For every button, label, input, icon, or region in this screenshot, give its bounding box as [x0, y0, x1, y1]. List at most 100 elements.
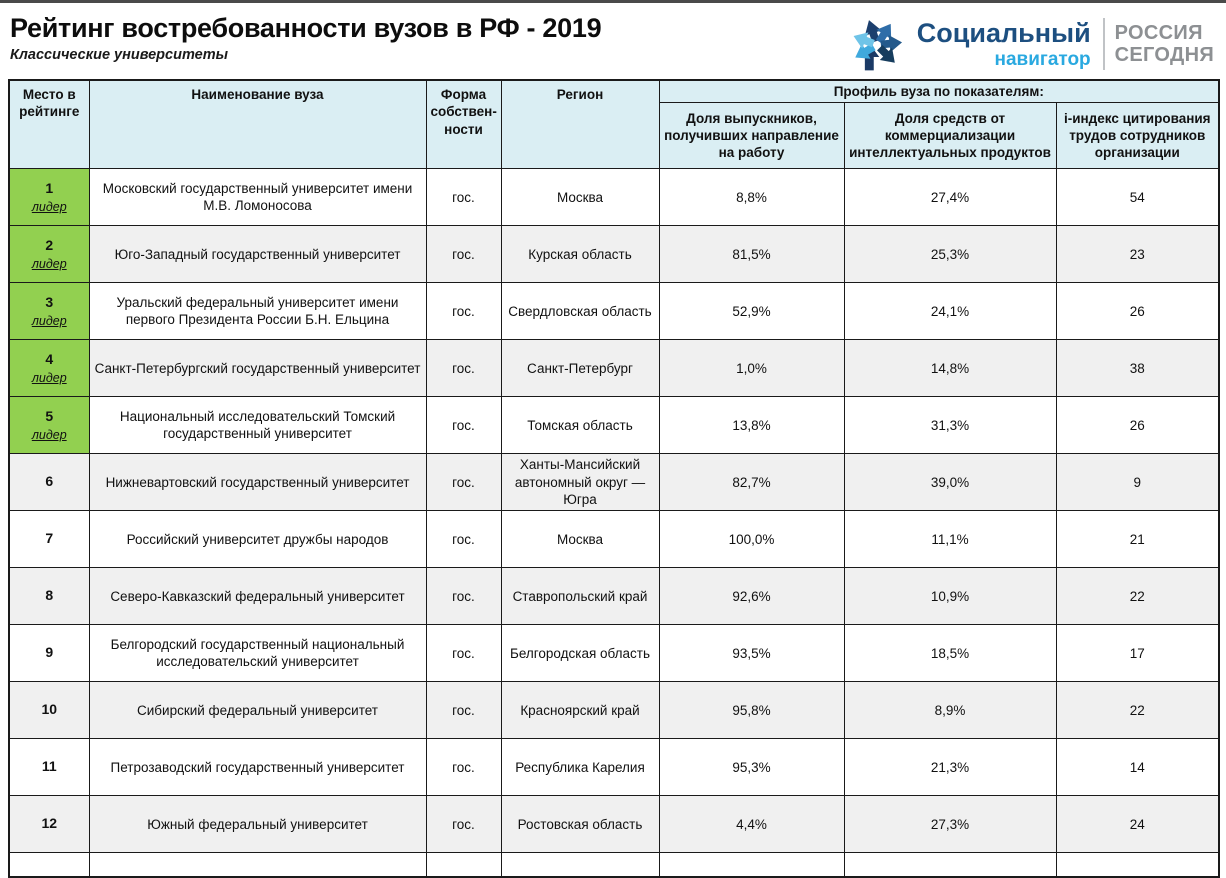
- citation-index-cell: 26: [1055, 396, 1220, 455]
- place-number: 10: [41, 701, 58, 718]
- table-row: 3 лидер Уральский федеральный университе…: [8, 282, 1220, 341]
- citation-index-cell: 22: [1055, 567, 1220, 626]
- place-number: 2: [45, 236, 54, 253]
- place-number: 4: [45, 350, 54, 367]
- leader-badge: лидер: [31, 256, 67, 271]
- place-number: 1: [45, 179, 54, 196]
- place-number: 5: [45, 407, 54, 424]
- citation-index-cell: 21: [1055, 510, 1220, 569]
- place-number: 6: [45, 473, 54, 490]
- logo-divider: [1102, 18, 1105, 70]
- citation-index-cell: 38: [1055, 339, 1220, 398]
- commercialization-share-cell: 39,0%: [843, 453, 1057, 512]
- place-cell: 4 лидер: [8, 339, 90, 398]
- place-cell: 8: [8, 567, 90, 626]
- place-cell: 10: [8, 681, 90, 740]
- header-commercialization-share: Доля средств от коммерциализации интелле…: [843, 102, 1057, 170]
- university-name-cell: Санкт-Петербургский государственный унив…: [88, 339, 427, 398]
- table-row: 12 Южный федеральный университет гос. Ро…: [8, 795, 1220, 854]
- commercialization-share-cell: 10,9%: [843, 567, 1057, 626]
- place-number: 7: [45, 530, 54, 547]
- brand-logo: Социальный навигатор РОССИЯ СЕГОДНЯ: [847, 15, 1214, 73]
- ownership-cell: гос.: [425, 225, 502, 284]
- region-cell: Ростовская область: [500, 795, 660, 854]
- university-name-cell: Сибирский федеральный университет: [88, 681, 427, 740]
- page-header: Рейтинг востребованности вузов в РФ - 20…: [0, 3, 1226, 79]
- table-header: Место в рейтинге Наименование вуза Форма…: [8, 79, 1220, 170]
- table-row: 4 лидер Санкт-Петербургский государствен…: [8, 339, 1220, 398]
- graduates-share-cell: 93,5%: [658, 624, 845, 683]
- place-number: 9: [45, 644, 54, 661]
- header-place: Место в рейтинге: [8, 79, 90, 170]
- brand-name-line1: Социальный: [916, 17, 1091, 48]
- university-name-cell: Нижневартовский государственный универси…: [88, 453, 427, 512]
- university-name-cell: Московский государственный университет и…: [88, 168, 427, 227]
- brand-name: Социальный навигатор: [916, 17, 1091, 70]
- commercialization-share-cell: 21,3%: [843, 738, 1057, 797]
- table-row: 6 Нижневартовский государственный универ…: [8, 453, 1220, 512]
- citation-index-cell: 23: [1055, 225, 1220, 284]
- leader-badge: лидер: [31, 427, 67, 442]
- place-cell: 5 лидер: [8, 396, 90, 455]
- ownership-cell: гос.: [425, 339, 502, 398]
- leader-badge: лидер: [31, 313, 67, 328]
- title-block: Рейтинг востребованности вузов в РФ - 20…: [10, 7, 602, 63]
- header-region: Регион: [500, 79, 660, 170]
- agency-name-line1: РОССИЯ: [1114, 22, 1203, 44]
- place-cell: 3 лидер: [8, 282, 90, 341]
- citation-index-cell: 24: [1055, 795, 1220, 854]
- citation-index-cell: 14: [1055, 738, 1220, 797]
- table-row: 7 Российский университет дружбы народов …: [8, 510, 1220, 569]
- region-cell: Курская область: [500, 225, 660, 284]
- region-cell: Ставропольский край: [500, 567, 660, 626]
- header-name: Наименование вуза: [88, 79, 427, 170]
- graduates-share-cell: 100,0%: [658, 510, 845, 569]
- place-cell: 9: [8, 624, 90, 683]
- university-name-cell: Южный федеральный университет: [88, 795, 427, 854]
- agency-name: РОССИЯ СЕГОДНЯ: [1115, 22, 1214, 66]
- place-cell: 12: [8, 795, 90, 854]
- university-name-cell: Петрозаводский государственный университ…: [88, 738, 427, 797]
- graduates-share-cell: 4,4%: [658, 795, 845, 854]
- ownership-cell: гос.: [425, 567, 502, 626]
- ownership-cell: гос.: [425, 168, 502, 227]
- header-graduates-share: Доля выпускников, получивших направление…: [658, 102, 845, 170]
- region-cell: Красноярский край: [500, 681, 660, 740]
- university-name-cell: Северо-Кавказский федеральный университе…: [88, 567, 427, 626]
- table-row: 5 лидер Национальный исследовательский Т…: [8, 396, 1220, 455]
- page-title: Рейтинг востребованности вузов в РФ - 20…: [10, 13, 602, 43]
- pinwheel-arrows-icon: [853, 20, 902, 71]
- graduates-share-cell: 52,9%: [658, 282, 845, 341]
- place-cell: 7: [8, 510, 90, 569]
- region-cell: Москва: [500, 168, 660, 227]
- place-cell: 11: [8, 738, 90, 797]
- rating-table: Место в рейтинге Наименование вуза Форма…: [8, 79, 1221, 878]
- agency-name-line2: СЕГОДНЯ: [1114, 44, 1214, 66]
- header-ownership: Форма собствен-ности: [425, 79, 502, 170]
- place-cell: 2 лидер: [8, 225, 90, 284]
- region-cell: Республика Карелия: [500, 738, 660, 797]
- commercialization-share-cell: 14,8%: [843, 339, 1057, 398]
- citation-index-cell: 9: [1055, 453, 1220, 512]
- region-cell: Санкт-Петербург: [500, 339, 660, 398]
- region-cell: Свердловская область: [500, 282, 660, 341]
- ownership-cell: гос.: [425, 681, 502, 740]
- header-profile-group: Профиль вуза по показателям:: [658, 79, 1220, 104]
- graduates-share-cell: 81,5%: [658, 225, 845, 284]
- region-cell: Москва: [500, 510, 660, 569]
- ownership-cell: гос.: [425, 510, 502, 569]
- leader-badge: лидер: [31, 199, 67, 214]
- place-number: 11: [41, 758, 57, 775]
- commercialization-share-cell: 31,3%: [843, 396, 1057, 455]
- ownership-cell: гос.: [425, 738, 502, 797]
- graduates-share-cell: 82,7%: [658, 453, 845, 512]
- place-cell: 6: [8, 453, 90, 512]
- commercialization-share-cell: 25,3%: [843, 225, 1057, 284]
- ownership-cell: гос.: [425, 795, 502, 854]
- commercialization-share-cell: 18,5%: [843, 624, 1057, 683]
- commercialization-share-cell: 8,9%: [843, 681, 1057, 740]
- place-cell: 1 лидер: [8, 168, 90, 227]
- ownership-cell: гос.: [425, 282, 502, 341]
- page-subtitle: Классические университеты: [10, 47, 229, 63]
- brand-name-line2: навигатор: [994, 48, 1091, 70]
